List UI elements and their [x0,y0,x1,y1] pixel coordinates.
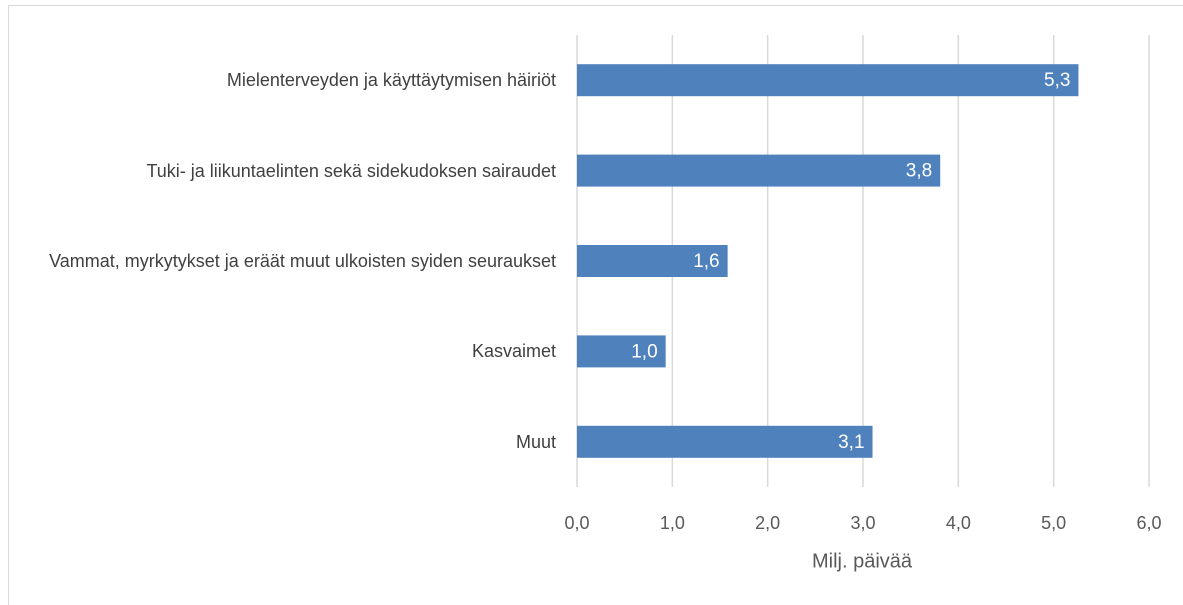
value-label: 3,8 [906,161,932,182]
x-tick-label: 4,0 [946,513,971,533]
x-tick-label: 2,0 [755,513,780,533]
value-label: 1,6 [693,251,719,272]
bar [577,245,728,277]
x-tick-label: 1,0 [660,513,685,533]
value-label: 3,1 [838,432,864,453]
x-tick-label: 3,0 [850,513,875,533]
y-tick-label: Kasvaimet [471,341,556,362]
y-tick-label: Muut [515,431,556,452]
y-tick-label: Mielenterveyden ja käyttäytymisen häiriö… [226,70,556,91]
x-tick-label: 0,0 [564,513,589,533]
bar [577,154,941,187]
chart-frame [8,5,1183,605]
x-tick-label: 6,0 [1136,513,1161,533]
y-tick-label: Vammat, myrkytykset ja eräät muut ulkois… [49,251,556,271]
value-label: 1,0 [631,341,657,362]
x-tick-label: 5,0 [1041,513,1066,533]
y-tick-label: Tuki- ja liikuntaelinten sekä sidekudoks… [146,160,556,181]
value-label: 5,3 [1044,70,1070,91]
bar [577,64,1079,97]
bar [577,335,666,368]
bar [577,425,873,458]
x-axis-title: Milj. päivää [812,550,913,572]
